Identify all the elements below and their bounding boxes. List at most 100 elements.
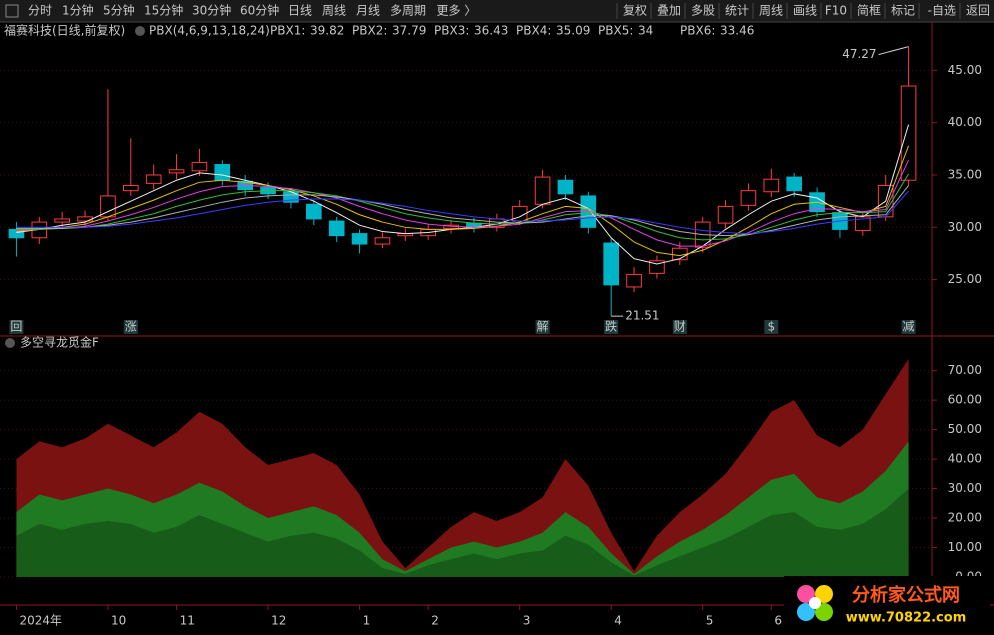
- logo-petal: [815, 585, 833, 603]
- y-tick-label: 30.00: [948, 481, 982, 495]
- toolbar-button[interactable]: 叠加: [657, 4, 681, 18]
- x-tick-label: 2: [431, 614, 439, 628]
- candle-body: [328, 220, 345, 237]
- toggle-icon[interactable]: [135, 26, 145, 36]
- y-tick-label: 40.00: [948, 452, 982, 466]
- candle-body: [580, 195, 597, 228]
- event-badge: [672, 320, 687, 334]
- watermark-url: www.70822.com: [846, 611, 967, 626]
- toolbar-button[interactable]: 标记: [891, 4, 915, 18]
- event-label: $: [767, 320, 775, 334]
- event-label: 跌: [605, 319, 617, 334]
- toolbar-button[interactable]: 画线: [793, 4, 817, 18]
- candle-body: [603, 242, 620, 286]
- legend-value: 36.43: [474, 24, 508, 38]
- ma-line: [16, 159, 910, 247]
- legend-name: PBX4:: [516, 24, 551, 38]
- ma-line: [16, 124, 910, 265]
- candle-body: [305, 203, 322, 220]
- y-tick-label: 60.00: [948, 393, 982, 407]
- event-label: 减: [903, 320, 915, 334]
- legend-name: PBX1:: [270, 24, 305, 38]
- x-tick-label: 10: [111, 614, 126, 628]
- x-tick-label: 5: [706, 614, 714, 628]
- indicator-title: 多空寻龙觅金F: [20, 335, 99, 350]
- toolbar-button[interactable]: 多股: [691, 4, 715, 18]
- candle-body: [649, 260, 665, 274]
- toolbar-button[interactable]: F10: [825, 4, 847, 18]
- legend-name: PBX6:: [680, 24, 715, 38]
- logo-petal: [815, 603, 833, 621]
- toolbar-button[interactable]: -自选: [928, 4, 956, 18]
- legend-value: 37.79: [392, 24, 426, 38]
- y-tick-label: 70.00: [948, 363, 982, 377]
- candle-body: [168, 169, 185, 174]
- candle-body: [214, 164, 231, 181]
- toggle-icon[interactable]: [5, 338, 15, 348]
- x-tick-label: 11: [180, 614, 195, 628]
- toolbar-button[interactable]: 复权: [623, 4, 647, 18]
- candle-body: [145, 174, 162, 184]
- toolbar-button[interactable]: 统计: [725, 4, 749, 18]
- y-tick-label: 25.00: [948, 272, 982, 286]
- y-tick-label: 20.00: [948, 511, 982, 525]
- x-tick-label: 12: [271, 614, 286, 628]
- candle-body: [77, 216, 93, 222]
- candle-body: [717, 205, 734, 224]
- event-label: 解: [537, 320, 549, 334]
- event-badge: [535, 320, 550, 334]
- low-annotation: 21.51: [625, 309, 659, 323]
- y-tick-label: 35.00: [948, 167, 982, 181]
- toolbar-tab[interactable]: 60分钟: [240, 3, 279, 18]
- logo-petal: [797, 603, 815, 621]
- ma-line: [16, 145, 910, 257]
- event-label: 回: [10, 320, 22, 334]
- y-tick-label: 30.00: [948, 220, 982, 234]
- legend-value: 34: [638, 24, 653, 38]
- toolbar-tab[interactable]: 更多 〉: [437, 4, 477, 18]
- candle-body: [374, 237, 391, 245]
- toolbar-tab[interactable]: 多周期: [390, 4, 426, 18]
- area: [16, 488, 909, 577]
- legend-value: 39.82: [310, 24, 344, 38]
- event-badge: [764, 320, 779, 334]
- toolbar-tab[interactable]: 日线: [288, 4, 312, 18]
- legend-name: PBX5:: [598, 24, 633, 38]
- toolbar-button[interactable]: 周线: [759, 4, 783, 18]
- x-tick-label: 2024年: [19, 614, 62, 628]
- logo-petal: [797, 585, 815, 603]
- toolbar-tab[interactable]: 月线: [356, 4, 380, 18]
- candle-body: [534, 176, 551, 205]
- y-tick-label: 40.00: [948, 115, 982, 129]
- legend-name: PBX3:: [434, 24, 469, 38]
- candle-body: [763, 178, 780, 193]
- y-tick-label: 45.00: [948, 63, 982, 77]
- ma-line: [16, 190, 909, 235]
- stock-title: 福赛科技(日线,前复权): [4, 23, 125, 38]
- toolbar: [0, 0, 994, 22]
- menu-icon[interactable]: [5, 4, 19, 18]
- x-tick-label: 4: [614, 614, 622, 628]
- toolbar-tab[interactable]: 分时: [28, 4, 52, 18]
- toolbar-button[interactable]: 返回: [966, 4, 990, 18]
- indicator-name: PBX(4,6,9,13,18,24): [149, 24, 270, 38]
- x-tick-label: 1: [363, 614, 371, 628]
- high-annotation: 47.27: [842, 47, 876, 61]
- event-label: 涨: [125, 319, 137, 334]
- x-tick-label: 3: [523, 614, 531, 628]
- toolbar-button[interactable]: 简框: [857, 4, 881, 18]
- toolbar-tab[interactable]: 1分钟: [62, 3, 94, 18]
- legend-value: 35.09: [556, 24, 590, 38]
- candle-body: [557, 179, 574, 195]
- toolbar-tab[interactable]: 15分钟: [144, 3, 183, 18]
- candle-body: [122, 184, 139, 192]
- toolbar-tab[interactable]: 周线: [322, 4, 346, 18]
- toolbar-tab[interactable]: 5分钟: [103, 3, 135, 18]
- candle-body: [191, 161, 208, 172]
- annotation-line: [878, 46, 909, 56]
- legend-value: 33.46: [720, 24, 754, 38]
- toolbar-tab[interactable]: 30分钟: [192, 3, 231, 18]
- y-tick-label: 50.00: [948, 422, 982, 436]
- legend-name: PBX2:: [352, 24, 387, 38]
